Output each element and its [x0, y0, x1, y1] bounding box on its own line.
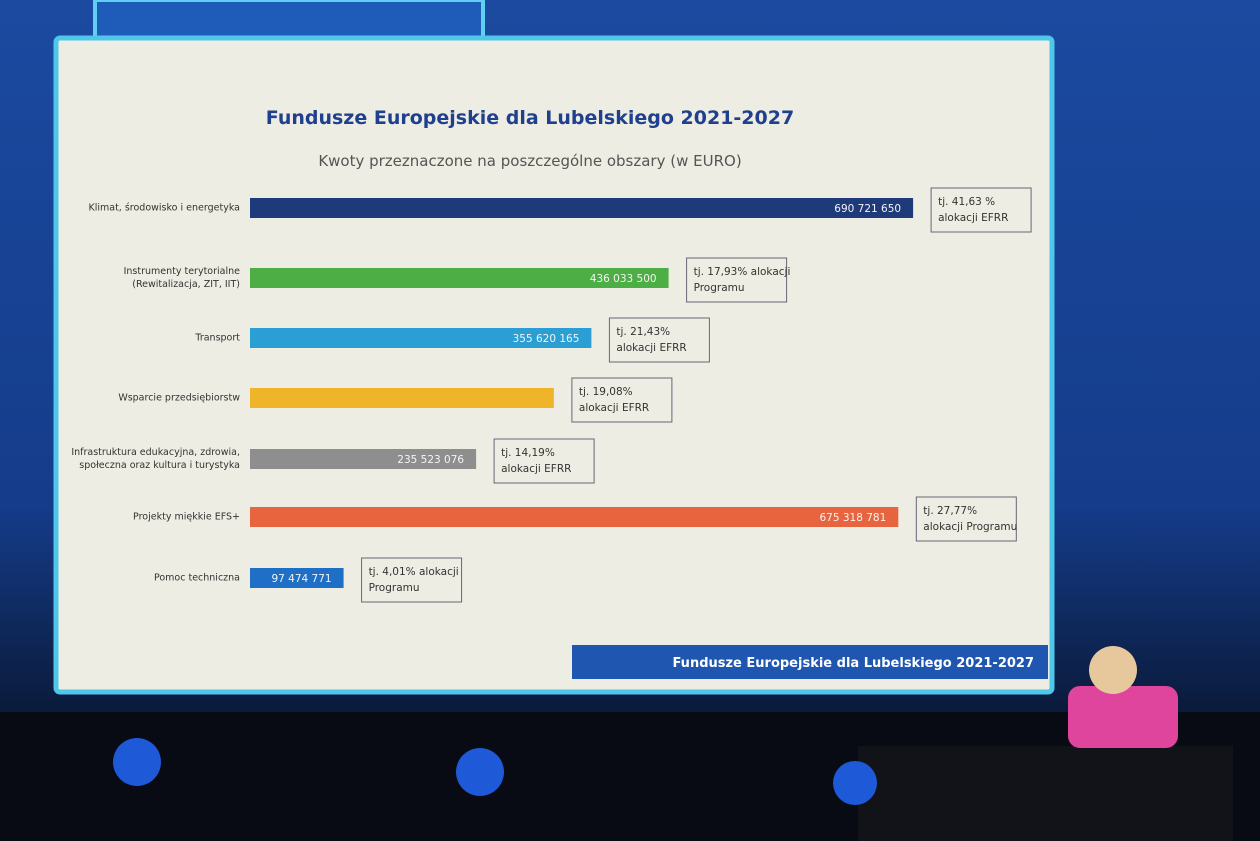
annotation-box [915, 496, 1017, 542]
slide [53, 35, 1055, 695]
annotation-box [686, 257, 788, 303]
footer-text: Fundusze Europejskie dla Lubelskiego 202… [672, 656, 1034, 671]
category-label: Pomoc techniczna [153, 572, 240, 584]
value-label: 97 474 771 [271, 573, 331, 585]
annotation: tj. 17,93% alokacji [694, 266, 791, 278]
annotation: alokacji EFRR [579, 402, 649, 414]
value-label: 675 318 781 [819, 512, 886, 524]
annotation: tj. 19,08% [579, 386, 633, 398]
category-label: Infrastruktura edukacyjna, zdrowia, społ… [71, 447, 240, 471]
annotation: tj. 21,43% [616, 326, 670, 338]
annotation: Programu [369, 582, 420, 594]
chart-subtitle: Kwoty przeznaczone na poszczególne obsza… [318, 152, 741, 170]
category-label: Wsparcie przedsiębiorstw [118, 392, 240, 404]
value-label: 436 033 500 [590, 273, 657, 285]
category-label: Klimat, środowisko i energetyka [88, 202, 241, 214]
annotation: alokacji Programu [923, 521, 1017, 533]
footer-banner [572, 645, 1048, 679]
annotation: tj. 4,01% alokacji [369, 566, 459, 578]
annotation: Programu [694, 282, 745, 294]
person [1068, 686, 1178, 748]
bar [250, 268, 669, 288]
bar [250, 568, 344, 588]
annotation: tj. 14,19% [501, 447, 555, 459]
stage-light [113, 738, 161, 786]
annotation: alokacji EFRR [938, 212, 1008, 224]
annotation-box [361, 557, 463, 603]
annotation-box [930, 187, 1032, 233]
annotation-box [571, 377, 673, 423]
chart-title: Fundusze Europejskie dla Lubelskiego 202… [266, 107, 794, 129]
bar [250, 198, 914, 218]
stage-light [456, 748, 504, 796]
bar [250, 328, 592, 348]
annotation-box [493, 438, 595, 484]
bar [250, 388, 554, 408]
value-label: 235 523 076 [397, 454, 464, 466]
person-head [1089, 646, 1137, 694]
bar [250, 507, 899, 527]
desk [858, 746, 1233, 841]
stage-light [833, 761, 877, 805]
annotation: tj. 27,77% [923, 505, 977, 517]
annotation: alokacji EFRR [616, 342, 686, 354]
category-label: Instrumenty terytorialne (Rewitalizacja,… [123, 266, 240, 290]
value-label: 355 620 165 [513, 333, 580, 345]
annotation: tj. 41,63 % [938, 196, 995, 208]
annotation-box [608, 317, 710, 363]
value-label: 690 721 650 [834, 203, 901, 215]
bar [250, 449, 477, 469]
category-label: Transport [195, 332, 240, 344]
category-label: Projekty miękkie EFS+ [133, 511, 240, 523]
annotation: alokacji EFRR [501, 463, 571, 475]
